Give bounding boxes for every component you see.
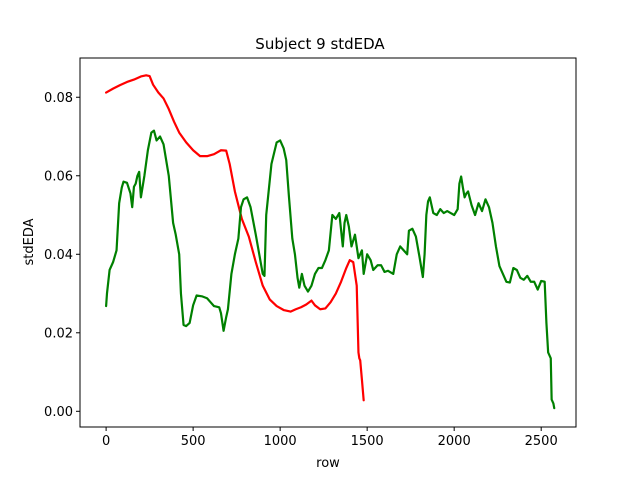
chart-title: Subject 9 stdEDA (255, 35, 385, 53)
y-tick-label: 0.06 (44, 169, 73, 184)
x-tick-label: 500 (181, 434, 206, 449)
series-line-2 (105, 129, 556, 410)
y-axis-label: stdEDA (22, 218, 37, 265)
series-line-1 (105, 74, 365, 402)
x-axis: 0 500 1000 1500 2000 2500 (102, 427, 558, 449)
x-tick-label: 1000 (264, 434, 297, 449)
y-tick-label: 0.08 (44, 91, 73, 106)
y-tick-label: 0.04 (44, 248, 73, 263)
x-tick-label: 2500 (525, 434, 558, 449)
y-axis: 0.00 0.02 0.04 0.06 0.08 (44, 91, 80, 420)
x-tick-label: 1500 (351, 434, 384, 449)
plot-area-frame (79, 57, 577, 428)
x-tick-label: 0 (102, 434, 110, 449)
y-tick-label: 0.00 (44, 405, 73, 420)
series-layer (105, 74, 556, 410)
x-tick-label: 2000 (438, 434, 471, 449)
x-axis-label: row (316, 456, 340, 471)
y-tick-label: 0.02 (44, 326, 73, 341)
